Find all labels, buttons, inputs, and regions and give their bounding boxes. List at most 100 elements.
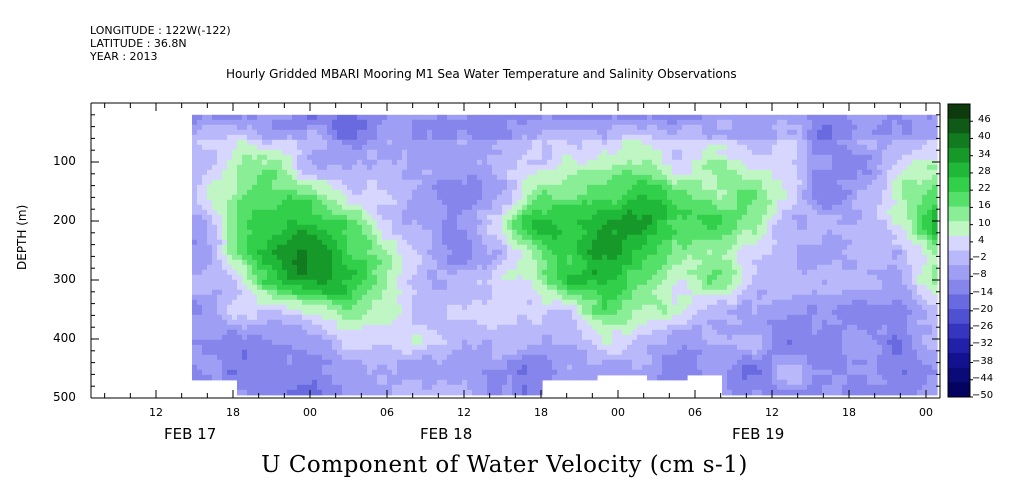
heatmap-cell [552, 194, 558, 201]
heatmap-cell [407, 284, 413, 291]
heatmap-cell [307, 194, 313, 201]
heatmap-cell [577, 304, 583, 311]
heatmap-cell [227, 309, 233, 316]
heatmap-cell [507, 214, 513, 221]
heatmap-cell [497, 209, 503, 216]
heatmap-cell [202, 249, 208, 256]
heatmap-cell [547, 309, 553, 316]
heatmap-cell [437, 129, 443, 136]
heatmap-cell [407, 189, 413, 196]
heatmap-cell [307, 369, 313, 376]
heatmap-cell [602, 339, 608, 346]
heatmap-cell [542, 279, 548, 286]
heatmap-cell [432, 279, 438, 286]
heatmap-cell [257, 289, 263, 296]
heatmap-cell [257, 274, 263, 281]
heatmap-cell [567, 269, 573, 276]
heatmap-cell [422, 339, 428, 346]
heatmap-cell [207, 374, 213, 381]
heatmap-cell [262, 139, 268, 146]
heatmap-cell [547, 364, 553, 371]
heatmap-cell [442, 124, 448, 131]
heatmap-cell [292, 214, 298, 221]
heatmap-cell [572, 324, 578, 331]
heatmap-cell [537, 369, 543, 376]
heatmap-cell [537, 124, 543, 131]
heatmap-cell [602, 314, 608, 321]
heatmap-cell [392, 119, 398, 126]
heatmap-cell [342, 259, 348, 266]
heatmap-cell [547, 374, 553, 381]
heatmap-cell [192, 309, 198, 316]
heatmap-cell [507, 194, 513, 201]
heatmap-cell [527, 379, 533, 386]
heatmap-cell [632, 219, 638, 226]
heatmap-cell [542, 319, 548, 326]
heatmap-cell [537, 214, 543, 221]
heatmap-cell [467, 244, 473, 251]
heatmap-cell [557, 274, 563, 281]
heatmap-cell [397, 264, 403, 271]
heatmap-cell [592, 169, 598, 176]
heatmap-cell [607, 224, 613, 231]
heatmap-cell [212, 159, 218, 166]
heatmap-cell [412, 249, 418, 256]
heatmap-cell [342, 224, 348, 231]
heatmap-cell [352, 319, 358, 326]
heatmap-cell [197, 184, 203, 191]
heatmap-cell [467, 159, 473, 166]
heatmap-cell [207, 169, 213, 176]
heatmap-cell [277, 164, 283, 171]
heatmap-cell [207, 334, 213, 341]
heatmap-cell [417, 134, 423, 141]
heatmap-cell [422, 234, 428, 241]
heatmap-cell [292, 294, 298, 301]
heatmap-cell [497, 204, 503, 211]
heatmap-cell [492, 219, 498, 226]
heatmap-cell [567, 224, 573, 231]
heatmap-cell [222, 299, 228, 306]
heatmap-cell [537, 154, 543, 161]
heatmap-cell [227, 264, 233, 271]
heatmap-cell [592, 299, 598, 306]
heatmap-cell [362, 219, 368, 226]
heatmap-cell [317, 214, 323, 221]
heatmap-cell [322, 319, 328, 326]
heatmap-cell [257, 389, 263, 396]
heatmap-cell [627, 229, 633, 236]
heatmap-cell [512, 164, 518, 171]
heatmap-cell [197, 304, 203, 311]
heatmap-cell [577, 184, 583, 191]
heatmap-cell [422, 369, 428, 376]
heatmap-cell [342, 299, 348, 306]
heatmap-cell [227, 154, 233, 161]
heatmap-cell [522, 244, 528, 251]
heatmap-cell [417, 194, 423, 201]
heatmap-cell [357, 134, 363, 141]
heatmap-cell [317, 259, 323, 266]
heatmap-cell [532, 254, 538, 261]
heatmap-cell [532, 264, 538, 271]
heatmap-cell [257, 369, 263, 376]
heatmap-cell [292, 219, 298, 226]
heatmap-cell [417, 329, 423, 336]
heatmap-cell [607, 204, 613, 211]
heatmap-cell [197, 359, 203, 366]
heatmap-cell [602, 244, 608, 251]
heatmap-cell [492, 279, 498, 286]
heatmap-cell [192, 119, 198, 126]
heatmap-cell [392, 369, 398, 376]
heatmap-cell [332, 319, 338, 326]
heatmap-cell [237, 329, 243, 336]
heatmap-cell [287, 149, 293, 156]
heatmap-cell [232, 289, 238, 296]
heatmap-cell [197, 224, 203, 231]
heatmap-cell [527, 124, 533, 131]
heatmap-cell [397, 384, 403, 391]
heatmap-cell [527, 174, 533, 181]
heatmap-cell [452, 234, 458, 241]
heatmap-cell [257, 379, 263, 386]
heatmap-cell [632, 124, 638, 131]
heatmap-cell [257, 319, 263, 326]
heatmap-cell [347, 379, 353, 386]
